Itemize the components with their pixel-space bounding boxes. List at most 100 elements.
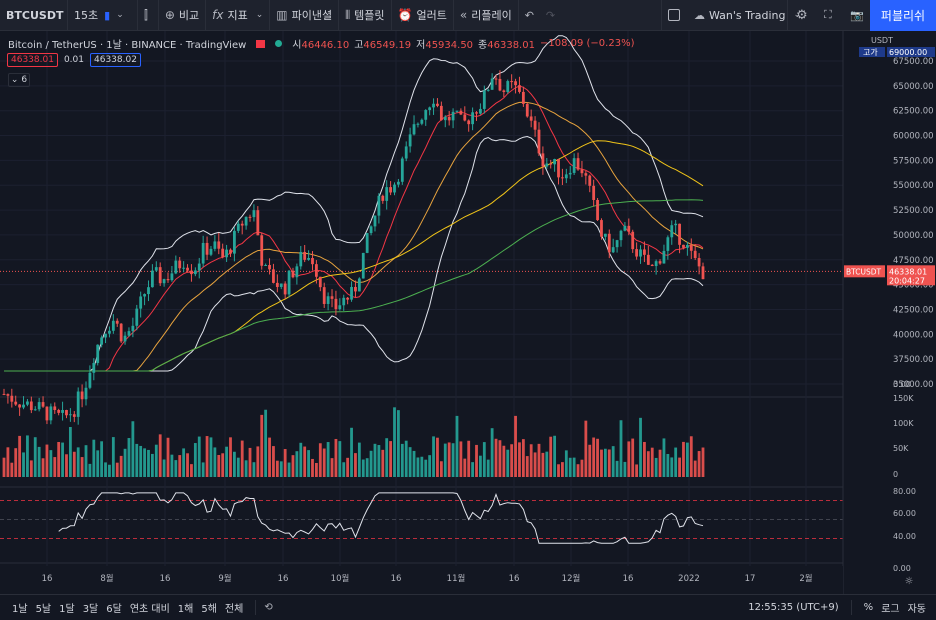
volume-bar [45, 444, 49, 477]
volume-bar [119, 455, 123, 477]
candle-body [143, 294, 146, 297]
volume-bar [29, 460, 33, 477]
snapshot-button[interactable]: 📷 [844, 0, 870, 31]
replay-button[interactable]: «리플레이 [454, 0, 519, 31]
range-button[interactable]: 3달 [82, 603, 99, 615]
candle-body [389, 187, 392, 193]
chart-canvas[interactable]: USDT 67500.00 65000.00 62500.00 60000.00 5750… [0, 31, 936, 594]
interval-selector[interactable]: 15초 ▮ ⌄ [68, 0, 138, 31]
undo-button[interactable]: ↶ [519, 0, 540, 31]
candle-body [537, 129, 541, 154]
candle-body [658, 261, 662, 264]
candle-body [514, 81, 517, 86]
price-tick-label: 50000.00 [893, 231, 934, 241]
gear-icon: ⚙ [796, 7, 808, 23]
candle-body [88, 372, 92, 388]
volume-bar [662, 438, 666, 477]
volume-bar [467, 440, 471, 477]
redo-button[interactable]: ↷ [540, 0, 561, 31]
volume-bar [459, 441, 463, 477]
symbol-search-button[interactable]: BTCUSDT [0, 0, 68, 31]
volume-bar [111, 437, 115, 477]
candle-body [486, 89, 490, 91]
price-tick-label: 60000.00 [893, 132, 934, 142]
market-status-icon [275, 40, 283, 47]
volume-bar [455, 415, 459, 477]
volume-bar [72, 451, 76, 477]
volume-bar [92, 439, 96, 477]
compare-label: 비교 [178, 9, 200, 22]
candle-body [26, 401, 29, 405]
range-button[interactable]: 1해 [177, 603, 194, 615]
candle-body [10, 395, 14, 402]
collapse-indicators-button[interactable]: ⌄ 6 [8, 73, 30, 87]
divider [255, 599, 257, 615]
candle-body [166, 279, 170, 281]
candle-body [400, 158, 404, 182]
candle-body [2, 393, 6, 395]
compare-button[interactable]: ⊕ 비교 [159, 0, 207, 31]
time-axis-label: 16 [509, 574, 520, 584]
volume-bar [588, 444, 592, 477]
candle-body [369, 226, 373, 234]
volume-bar [580, 459, 584, 477]
price-tick-label: 65000.00 [893, 82, 934, 92]
chart-type-button[interactable]: ⫿ [138, 0, 159, 31]
layout-name-button[interactable]: ☁ Wan's Trading ⌄ [688, 0, 801, 31]
alerts-button[interactable]: ⏰ 얼러트 [392, 0, 454, 31]
flag-icon[interactable] [256, 39, 266, 48]
clock-timezone[interactable]: 12:55:35 (UTC+9) [748, 602, 839, 613]
volume-bar [318, 443, 322, 477]
range-button[interactable]: 1달 [59, 603, 75, 615]
replay-label: 리플레이 [471, 9, 512, 22]
volume-tick-label: 150K [893, 394, 914, 403]
fx-icon: fx [212, 8, 224, 22]
percent-toggle[interactable]: % [863, 602, 874, 613]
settings-button[interactable]: ⚙ [790, 0, 814, 31]
candle-body [521, 91, 525, 104]
templates-button[interactable]: ⫴ 템플릿 [339, 0, 392, 31]
range-button[interactable]: 5날 [35, 603, 52, 615]
volume-bar [287, 462, 291, 477]
financials-button[interactable]: ▥ 파이낸셜 [270, 0, 340, 31]
volume-bar [635, 464, 639, 477]
layout-toggle-button[interactable] [661, 0, 686, 31]
volume-bar [549, 436, 553, 477]
volume-bar [186, 453, 189, 477]
candle-body [439, 105, 443, 121]
candle-body [104, 333, 107, 338]
candle-body [572, 158, 576, 173]
range-button[interactable]: 1날 [12, 603, 28, 615]
volume-bar [2, 457, 6, 477]
range-button[interactable]: 연초 대비 [129, 603, 170, 615]
volume-bar [170, 454, 174, 477]
range-button[interactable]: 전체 [224, 603, 244, 615]
candle-body [674, 223, 678, 226]
volume-bar [295, 451, 299, 477]
log-toggle[interactable]: 로그 [881, 604, 900, 615]
indicator-count: 6 [21, 75, 28, 85]
unit-label: USDT [871, 36, 893, 45]
range-button[interactable]: 6달 [106, 603, 122, 615]
candle-body [14, 401, 18, 405]
volume-bar [533, 452, 537, 477]
time-axis-label: 16 [160, 574, 171, 584]
indicators-button[interactable]: fx 지표 ⌄ [206, 0, 271, 31]
volume-bar [518, 442, 521, 477]
candle-body [365, 233, 369, 253]
time-axis[interactable]: 16 8월 16 9월 16 10월 16 11월 16 12월 16 2022 17 2월 ☼ [0, 566, 914, 594]
volume-bar [561, 462, 564, 477]
auto-toggle[interactable]: 자동 [907, 604, 926, 615]
fullscreen-button[interactable]: ⛶ [818, 0, 838, 31]
candle-body [115, 320, 119, 324]
price-scale[interactable]: USDT 67500.00 65000.00 62500.00 60000.00 5750… [842, 31, 936, 594]
spread-value: 0.01 [63, 55, 84, 65]
volume-bar [557, 464, 560, 477]
range-button[interactable]: 5해 [201, 603, 217, 615]
date-range-icon[interactable]: ⟲ [264, 601, 273, 613]
buy-button[interactable]: 46338.02 [90, 53, 141, 67]
sell-button[interactable]: 46338.01 [7, 53, 58, 67]
candle-body [182, 267, 186, 269]
publish-button[interactable]: 퍼블리쉬 [870, 0, 936, 31]
chevron-down-icon: ⌄ [793, 10, 802, 20]
